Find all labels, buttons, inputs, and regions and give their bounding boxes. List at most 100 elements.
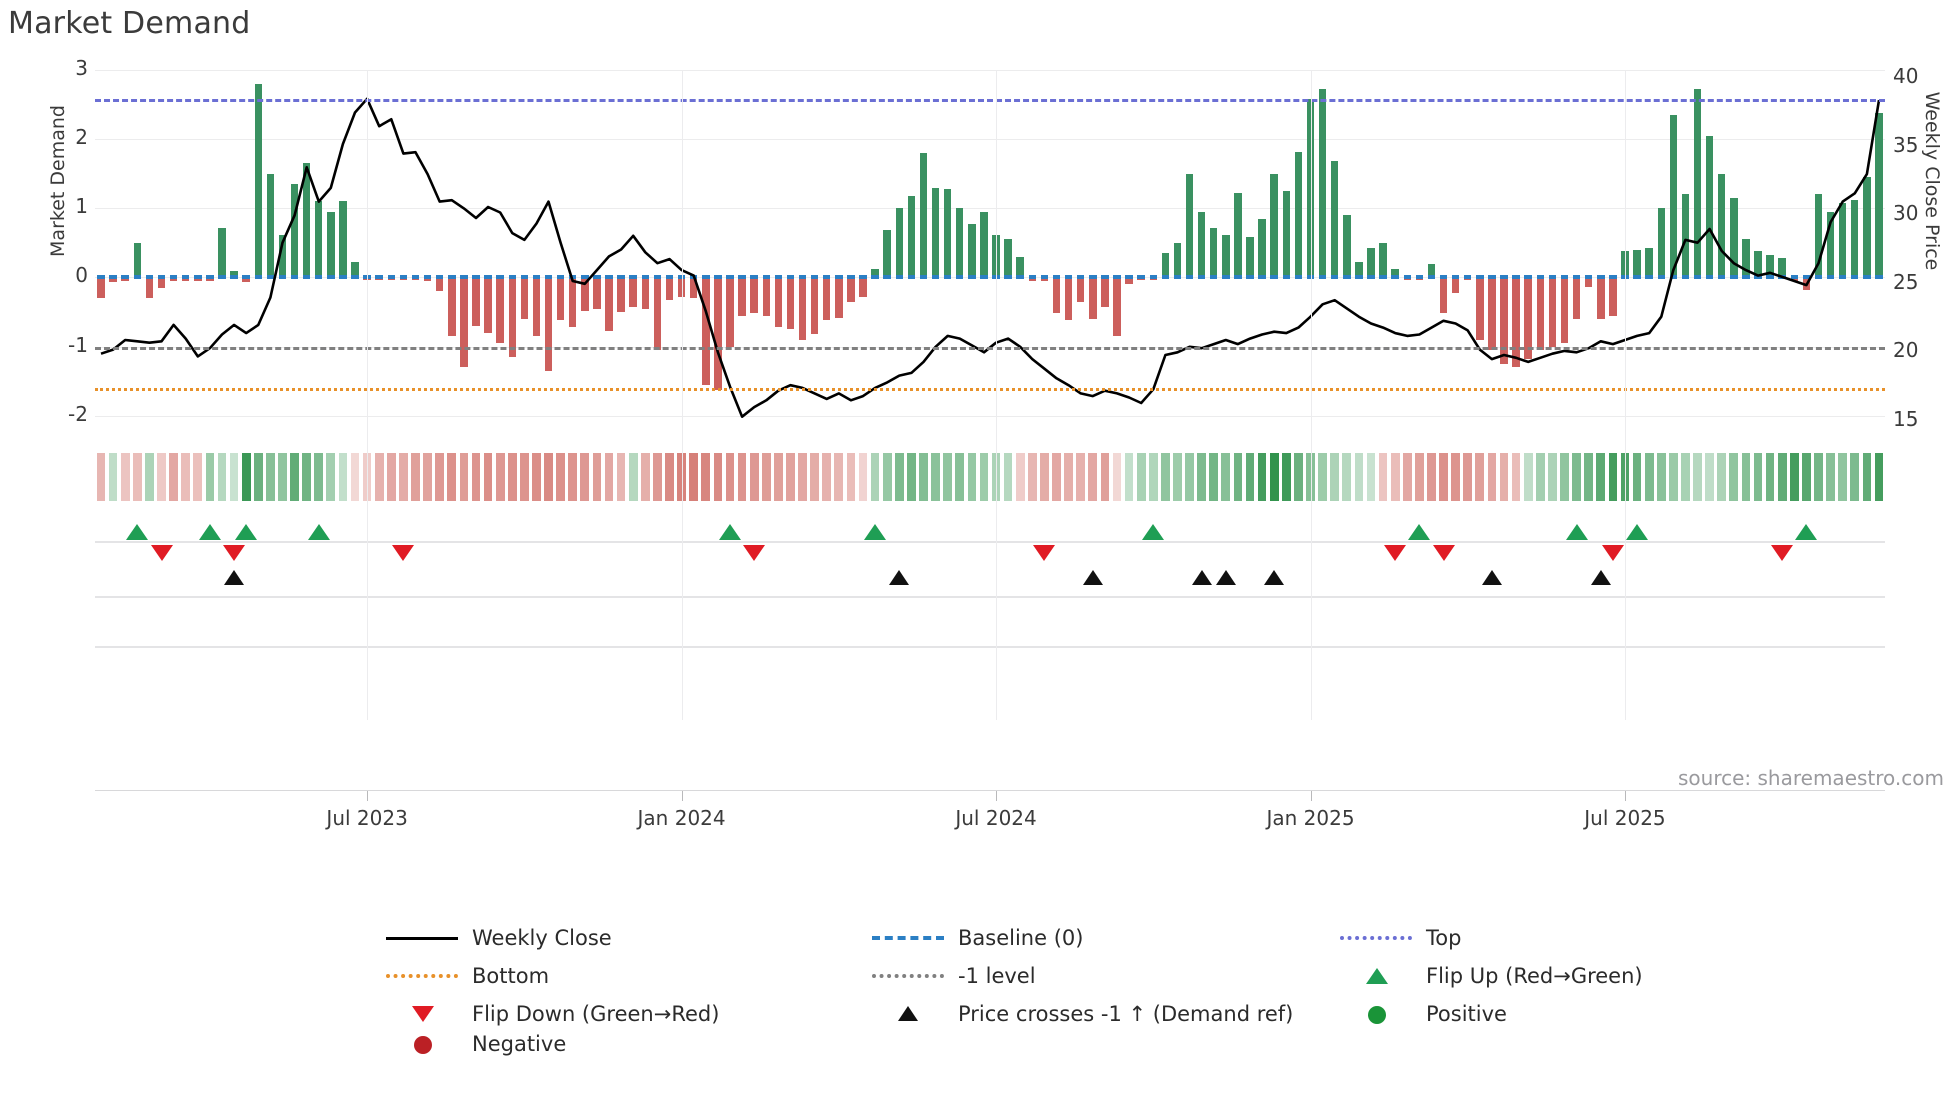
y-tick-left: -1: [68, 332, 88, 357]
baseline-tick: [532, 275, 541, 280]
demand-bar: [1173, 242, 1182, 278]
demand-bar: [315, 201, 323, 278]
baseline-tick: [181, 275, 190, 280]
baseline-tick: [496, 275, 504, 280]
demand-bar: [762, 277, 770, 316]
circle-icon: [414, 1036, 432, 1054]
demand-bar: [1609, 277, 1617, 316]
heatmap-cell: [1644, 453, 1654, 501]
bottom-reference-line: [95, 388, 1885, 392]
baseline-tick: [931, 275, 940, 280]
demand-bar: [1379, 242, 1387, 278]
legend-item[interactable]: Positive: [1340, 1002, 1507, 1026]
x-gridline: [1624, 70, 1626, 720]
triangle-up-black-icon: [898, 1006, 918, 1021]
marker-rows: [95, 508, 1885, 668]
minus1-reference-line: [95, 346, 1885, 350]
legend-item[interactable]: Top: [1340, 926, 1461, 950]
demand-bar: [1621, 251, 1629, 278]
price-cross-marker-icon: [1082, 570, 1103, 585]
y-axis-left-label: Market Demand: [47, 105, 69, 257]
baseline-tick: [1222, 275, 1230, 280]
demand-bar: [496, 277, 504, 344]
legend-item[interactable]: Weekly Close: [386, 926, 612, 950]
baseline-tick: [847, 275, 855, 280]
baseline-tick: [762, 275, 770, 280]
flip-up-marker-icon: [1795, 524, 1818, 540]
heatmap-cell: [1330, 453, 1340, 501]
gridline: [95, 415, 1885, 417]
heatmap-cell: [592, 453, 602, 501]
heatmap-cell: [205, 453, 215, 501]
demand-bar: [1318, 89, 1327, 278]
baseline-tick: [641, 275, 650, 280]
y-tick-right: 20: [1893, 338, 1919, 363]
heatmap-cell: [834, 453, 844, 501]
gridline: [95, 277, 1885, 279]
legend-item[interactable]: Price crosses -1 ↑ (Demand ref): [872, 1002, 1293, 1026]
heatmap-cell: [1729, 453, 1739, 501]
baseline-tick: [581, 275, 589, 280]
baseline-tick: [339, 275, 347, 280]
demand-heatmap-strip: [95, 453, 1885, 501]
demand-bar: [1681, 194, 1690, 278]
demand-bar: [1512, 277, 1520, 368]
heatmap-cell: [1463, 453, 1473, 501]
demand-bar: [1391, 269, 1399, 278]
demand-bar: [1572, 277, 1581, 319]
demand-bar: [714, 277, 722, 390]
legend-key: [386, 967, 458, 985]
legend-item[interactable]: Flip Down (Green→Red): [386, 1002, 719, 1026]
demand-bar: [1052, 277, 1061, 314]
baseline-tick: [1330, 275, 1339, 280]
heatmap-cell: [532, 453, 541, 501]
demand-bar: [677, 277, 686, 297]
heatmap-cell: [1535, 453, 1545, 501]
x-tick: [681, 790, 683, 801]
demand-bar: [1875, 112, 1883, 278]
heatmap-cell: [1693, 453, 1702, 501]
demand-bar: [871, 269, 879, 278]
demand-bar: [1246, 237, 1254, 278]
heatmap-cell: [1342, 453, 1352, 501]
heatmap-cell: [943, 453, 953, 501]
y-tick-right: 25: [1893, 269, 1919, 294]
heatmap-cell: [278, 453, 287, 501]
demand-bar: [290, 184, 299, 278]
demand-bar: [1343, 215, 1351, 278]
y-tick-left: 2: [75, 125, 88, 150]
legend-item[interactable]: Flip Up (Red→Green): [1340, 964, 1643, 988]
demand-bar: [145, 277, 154, 299]
heatmap-cell: [423, 453, 432, 501]
demand-bar: [750, 277, 758, 314]
baseline-tick: [254, 275, 262, 280]
legend-item[interactable]: Baseline (0): [872, 926, 1083, 950]
flip-down-marker-icon: [1384, 545, 1407, 561]
demand-bar: [1197, 211, 1206, 278]
demand-bar: [266, 173, 275, 278]
baseline-tick: [1863, 275, 1871, 280]
heatmap-cell: [1753, 453, 1763, 501]
heatmap-cell: [773, 453, 783, 501]
baseline-tick: [1730, 275, 1738, 280]
demand-bar: [133, 242, 142, 278]
baseline-tick: [1282, 275, 1291, 280]
heatmap-cell: [1402, 453, 1412, 501]
demand-bar: [665, 277, 674, 300]
demand-bar: [1161, 253, 1170, 278]
heatmap-cell: [798, 453, 807, 501]
legend-item[interactable]: Negative: [386, 1032, 566, 1056]
demand-bar: [689, 277, 698, 299]
heatmap-cell: [1306, 453, 1315, 501]
baseline-tick: [157, 275, 166, 280]
legend-item[interactable]: -1 level: [872, 964, 1036, 988]
legend-item[interactable]: Bottom: [386, 964, 549, 988]
heatmap-cell: [1161, 453, 1170, 501]
baseline-tick: [822, 275, 831, 280]
demand-bar: [339, 201, 347, 278]
demand-bar: [1004, 239, 1012, 278]
heatmap-cell: [145, 453, 154, 501]
demand-bar: [1717, 173, 1726, 278]
heatmap-cell: [979, 453, 989, 501]
x-gridline: [681, 70, 683, 720]
